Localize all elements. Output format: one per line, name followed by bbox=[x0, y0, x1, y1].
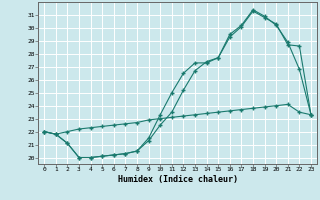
X-axis label: Humidex (Indice chaleur): Humidex (Indice chaleur) bbox=[118, 175, 238, 184]
